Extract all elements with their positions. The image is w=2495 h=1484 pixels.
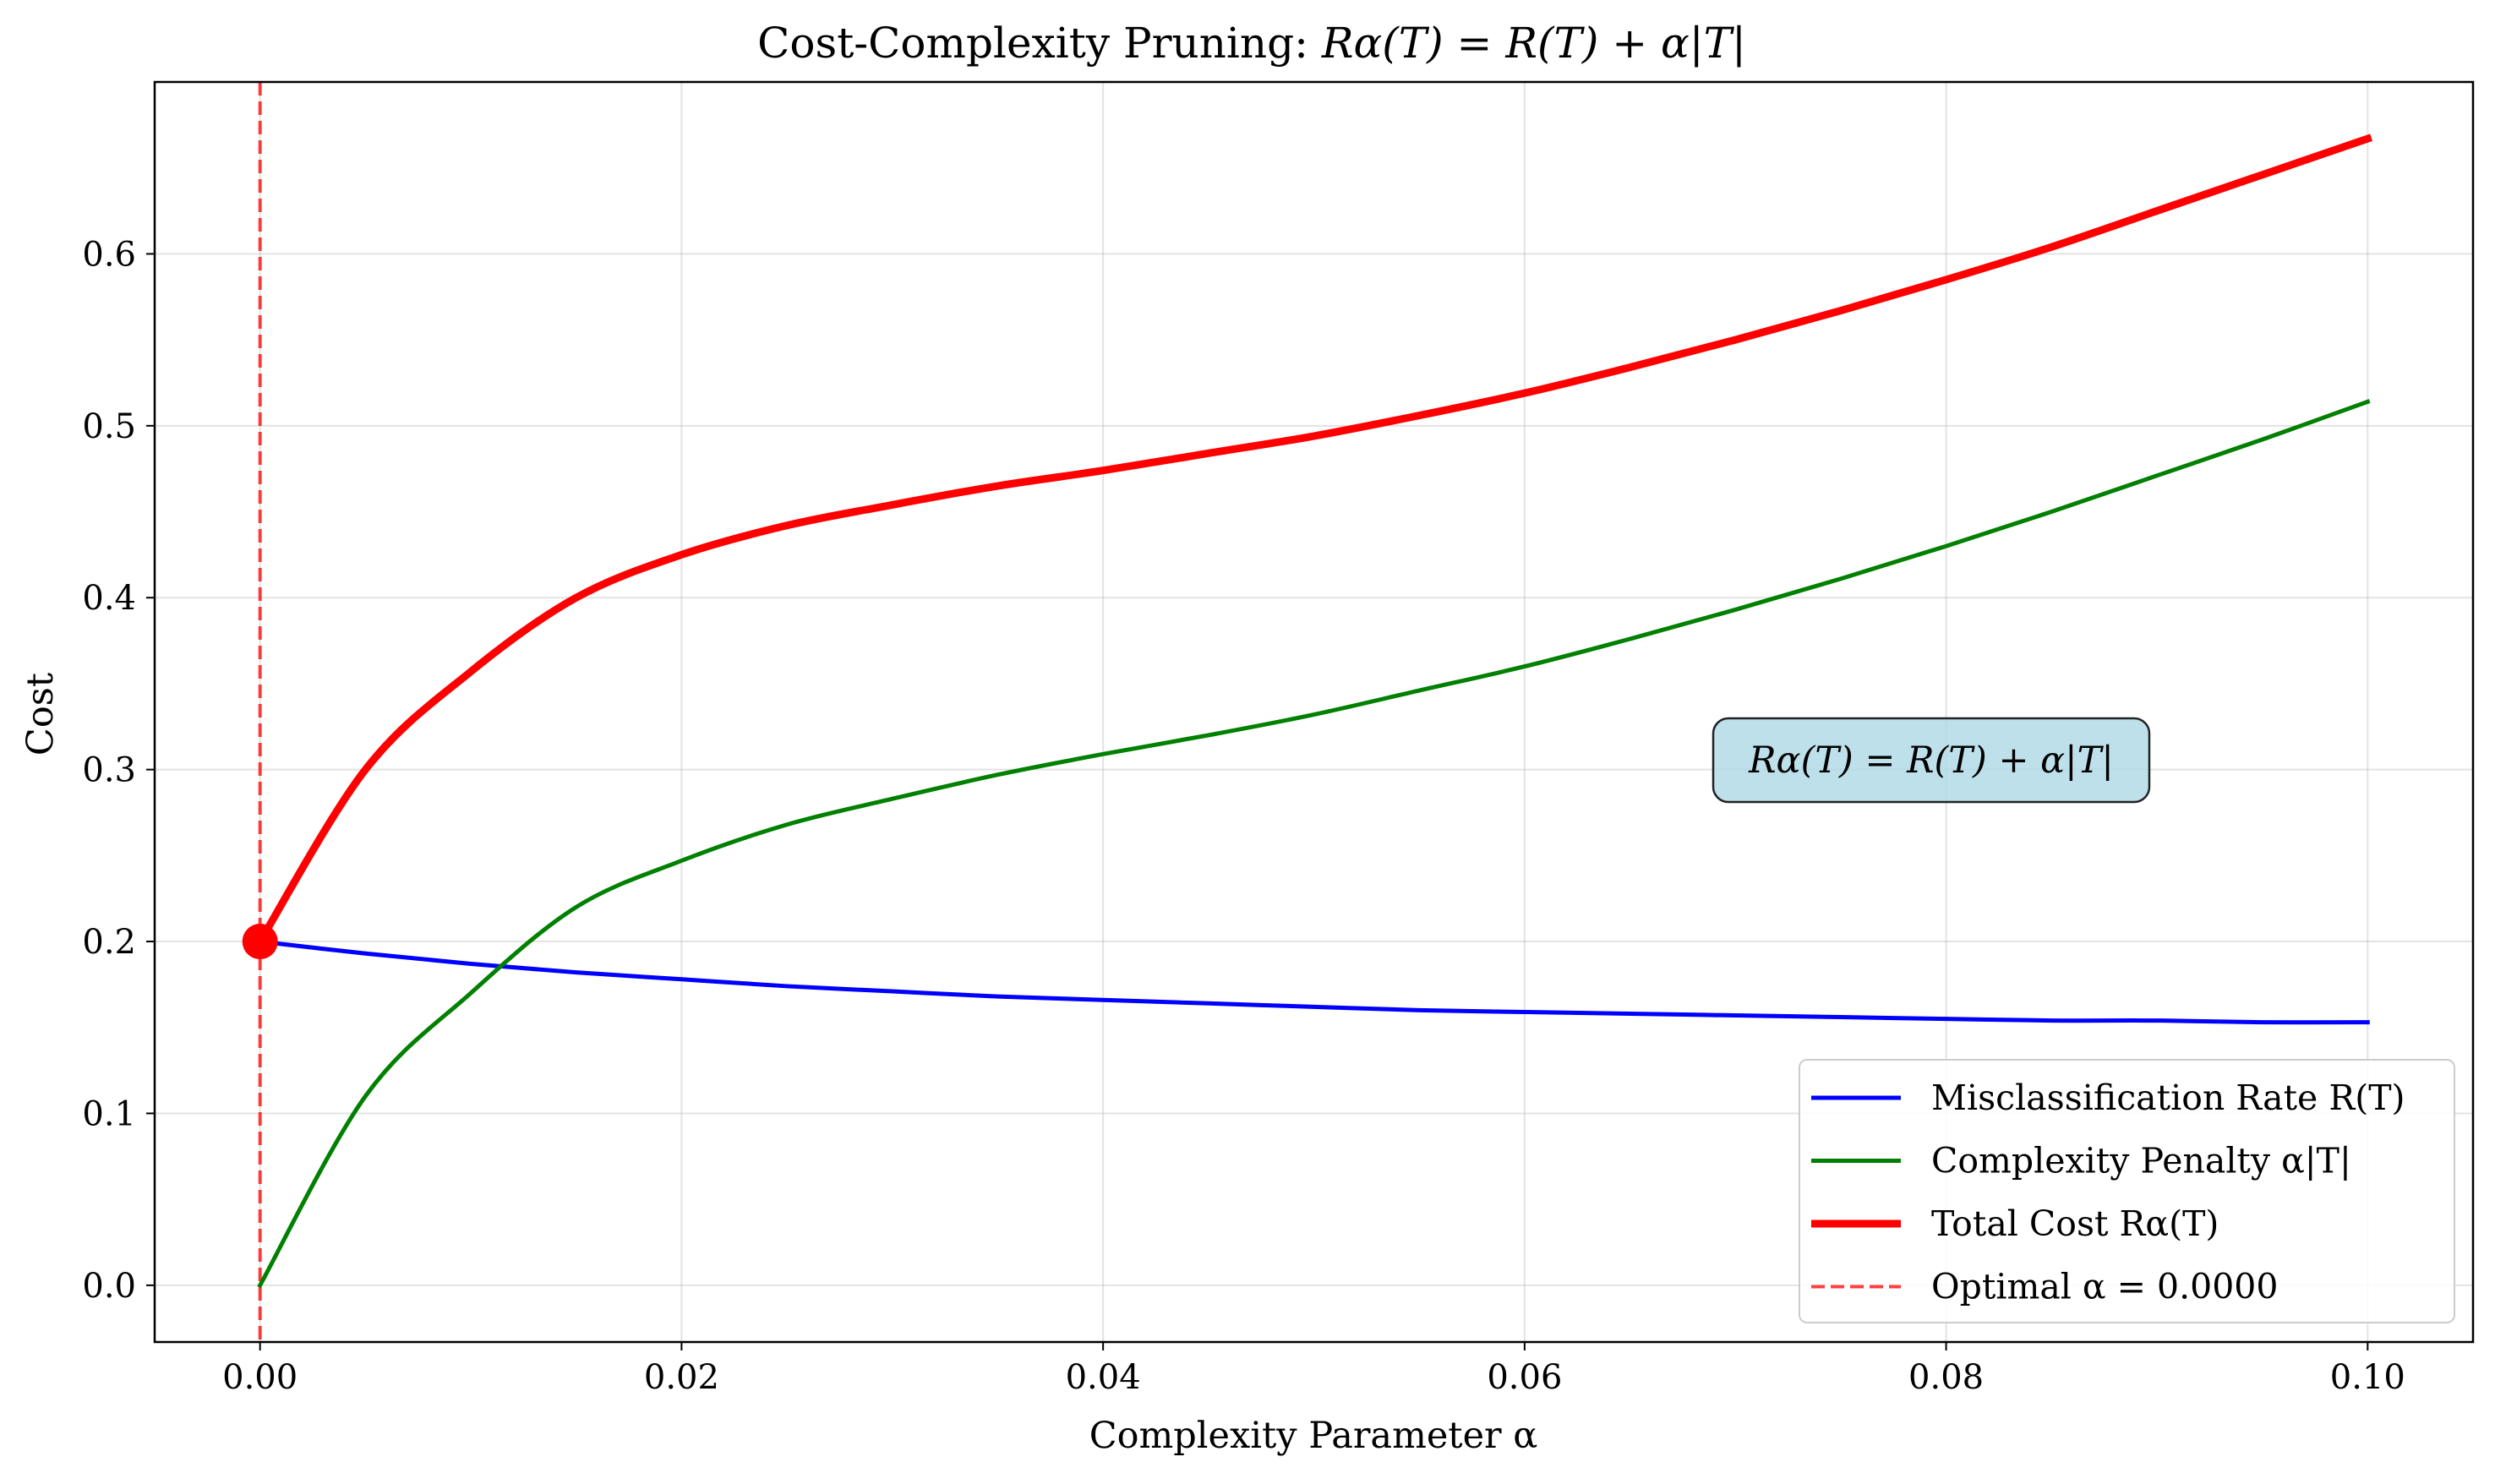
legend-label: Misclassification Rate R(T) [1931,1078,2405,1118]
x-tick-label: 0.00 [222,1358,298,1397]
chart-title-formula: Rα(T) = R(T) + α|T| [1321,19,1746,68]
legend-item-total-cost: Total Cost Rα(T) [1811,1203,2219,1244]
chart-title: Cost-Complexity Pruning: Rα(T) = R(T) + … [757,19,1746,68]
x-axis: 0.00 0.02 0.04 0.06 0.08 0.10 [222,1342,2405,1397]
legend-item-complexity-penalty: Complexity Penalty α|T| [1811,1141,2351,1181]
plot-frame [153,80,2475,1344]
misclassification-rate-line [257,939,2370,1025]
plot-series [254,82,2373,1342]
legend-frame [1799,1059,2455,1323]
y-tick-label: 0.5 [82,407,136,446]
legend-label: Complexity Penalty α|T| [1931,1141,2351,1181]
legend-item-misclassification: Misclassification Rate R(T) [1811,1078,2405,1118]
formula-annotation-box [1712,717,2151,804]
x-tick-label: 0.04 [1066,1358,1141,1397]
legend-label: Total Cost Rα(T) [1931,1203,2219,1244]
y-tick-label: 0.0 [82,1267,136,1306]
legend: Misclassification Rate R(T) Complexity Pe… [1799,1059,2455,1323]
legend-item-optimal-alpha: Optimal α = 0.0000 [1811,1267,2278,1307]
x-axis-label: Complexity Parameter α [1089,1415,1538,1457]
legend-label: Optimal α = 0.0000 [1931,1267,2278,1307]
y-axis: 0.0 0.1 0.2 0.3 0.4 0.5 0.6 [82,235,155,1306]
y-tick-label: 0.1 [82,1094,136,1133]
y-axis-label: Cost [19,673,62,756]
complexity-penalty-line [257,399,2371,1289]
total-cost-line [254,134,2373,947]
y-tick-label: 0.2 [82,923,136,962]
y-tick-label: 0.6 [82,235,136,274]
x-tick-label: 0.06 [1487,1358,1562,1397]
y-tick-label: 0.4 [82,579,136,618]
formula-annotation-text: Rα(T) = R(T) + α|T| [1748,739,2114,782]
x-tick-label: 0.02 [644,1358,719,1397]
chart-title-prefix: Cost-Complexity Pruning: [757,19,1322,68]
y-tick-label: 0.3 [82,751,136,790]
formula-annotation: Rα(T) = R(T) + α|T| [1712,717,2151,804]
x-tick-label: 0.10 [2330,1358,2405,1397]
optimal-point-marker [242,924,278,960]
x-tick-label: 0.08 [1908,1358,1984,1397]
